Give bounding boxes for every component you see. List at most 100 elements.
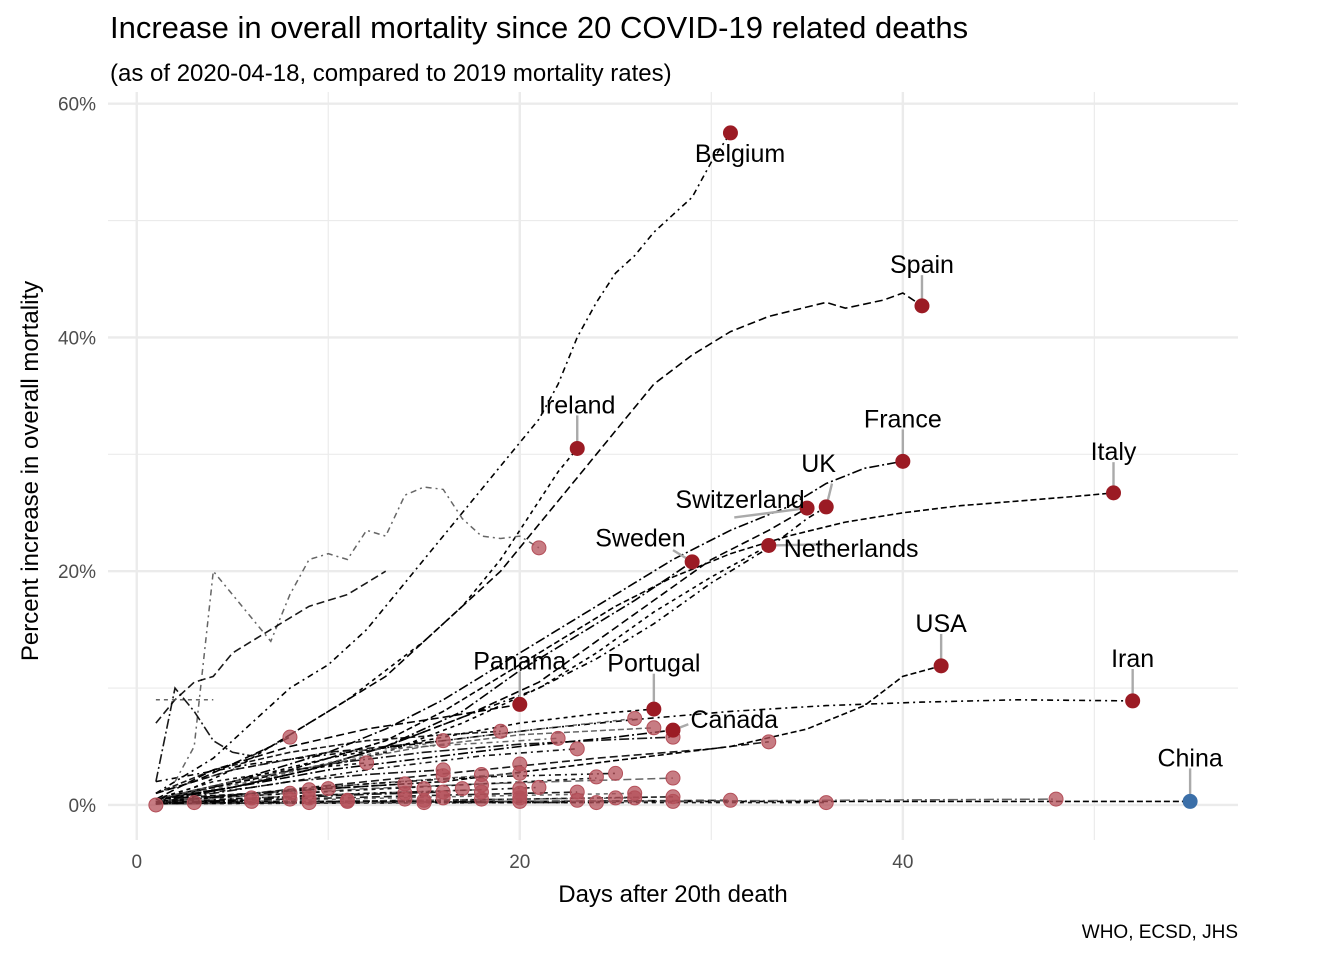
data-point — [282, 785, 298, 801]
data-point — [531, 540, 547, 556]
series-lines — [155, 132, 1191, 805]
data-point-china — [1182, 793, 1198, 809]
y-axis-title: Percent increase in overall mortality — [17, 281, 44, 661]
data-point — [646, 720, 662, 736]
data-point — [186, 795, 202, 811]
data-point — [493, 723, 509, 739]
data-point-panama — [512, 696, 528, 712]
data-point — [435, 784, 451, 800]
data-point — [320, 781, 336, 797]
country-label-usa: USA — [915, 610, 967, 638]
series-line-unlabeled-d — [155, 686, 291, 782]
y-tick-label: 20% — [58, 562, 96, 583]
country-label-spain: Spain — [890, 251, 954, 279]
data-point-usa — [933, 658, 949, 674]
y-tick-label: 40% — [58, 328, 96, 349]
country-label-netherlands: Netherlands — [784, 535, 919, 563]
data-point — [569, 784, 585, 800]
country-label-sweden: Sweden — [595, 525, 685, 553]
data-point-ireland — [569, 440, 585, 456]
data-point-uk — [818, 499, 834, 515]
series-line-switzerland — [155, 507, 808, 800]
data-point — [244, 790, 260, 806]
data-point-iran — [1125, 693, 1141, 709]
data-point — [588, 769, 604, 785]
data-point — [301, 782, 317, 798]
data-point — [416, 781, 432, 797]
data-point — [435, 762, 451, 778]
data-point — [608, 790, 624, 806]
series-line-italy — [155, 492, 1114, 800]
country-label-panama: Panama — [473, 647, 566, 675]
series-points — [148, 125, 1198, 813]
data-point-switzerland — [799, 500, 815, 516]
x-tick-label: 0 — [131, 852, 142, 873]
series-line-canada — [155, 729, 674, 803]
data-point-portugal — [646, 701, 662, 717]
x-tick-label: 40 — [892, 852, 913, 873]
x-tick-label: 20 — [509, 852, 530, 873]
data-point — [722, 792, 738, 808]
data-point — [512, 781, 528, 797]
label-segment — [768, 543, 831, 547]
country-labels: Belgium Spain Ireland France Italy UK Switzerl… — [473, 140, 1223, 772]
data-point — [588, 795, 604, 811]
data-point-canada — [665, 722, 681, 738]
data-point — [665, 789, 681, 805]
data-point — [531, 779, 547, 795]
data-point — [282, 729, 298, 745]
data-point — [473, 767, 489, 783]
series-line-panama — [155, 703, 520, 800]
y-tick-label: 0% — [69, 796, 97, 817]
grid-minor — [108, 92, 1238, 840]
series-line-unlabeled-r — [155, 777, 597, 803]
data-point-italy — [1106, 485, 1122, 501]
country-label-belgium: Belgium — [695, 140, 785, 168]
series-line-unlabeled-b — [155, 570, 387, 724]
series-line-unlabeled-a — [174, 486, 540, 782]
country-label-ireland: Ireland — [539, 391, 615, 419]
country-label-france: France — [864, 405, 942, 433]
label-segment — [734, 506, 808, 519]
series-line-unlabeled-u — [155, 786, 539, 804]
series-line-belgium — [155, 132, 732, 794]
series-line-sweden — [155, 561, 693, 800]
data-point — [454, 781, 470, 797]
series-line-portugal — [155, 708, 654, 800]
data-point — [1048, 791, 1064, 807]
series-line-unlabeled-j — [155, 727, 654, 800]
country-label-italy: Italy — [1091, 438, 1137, 466]
series-line-unlabeled-m — [155, 762, 367, 800]
chart-title: Increase in overall mortality since 20 C… — [110, 10, 969, 45]
data-point — [435, 733, 451, 749]
chart-subtitle: (as of 2020-04-18, compared to 2019 mort… — [110, 60, 672, 87]
country-label-portugal: Portugal — [607, 650, 700, 678]
data-point — [761, 734, 777, 750]
data-point-netherlands — [761, 537, 777, 553]
series-line-spain — [155, 292, 923, 795]
country-label-iran: Iran — [1111, 645, 1154, 673]
data-point-france — [895, 453, 911, 469]
data-point — [665, 770, 681, 786]
series-line-unlabeled-h — [155, 717, 635, 800]
chart-caption: WHO, ECSD, JHS — [1081, 922, 1238, 943]
data-point-sweden — [684, 554, 700, 570]
data-point — [397, 776, 413, 792]
data-point — [627, 785, 643, 801]
data-point — [148, 797, 164, 813]
country-label-switzerland: Switzerland — [675, 486, 804, 514]
data-point — [608, 765, 624, 781]
data-point-spain — [914, 298, 930, 314]
y-axis-ticks: 0% 20% 40% 60% — [58, 95, 96, 817]
series-line-unlabeled-i — [155, 736, 674, 800]
y-tick-label: 60% — [58, 95, 96, 116]
data-point — [512, 756, 528, 772]
data-point — [818, 795, 834, 811]
x-axis-title: Days after 20th death — [558, 881, 787, 908]
series-line-unlabeled-g — [155, 739, 444, 795]
country-label-uk: UK — [801, 450, 836, 478]
series-line-usa — [155, 665, 942, 800]
data-point — [550, 730, 566, 746]
data-point — [569, 741, 585, 757]
